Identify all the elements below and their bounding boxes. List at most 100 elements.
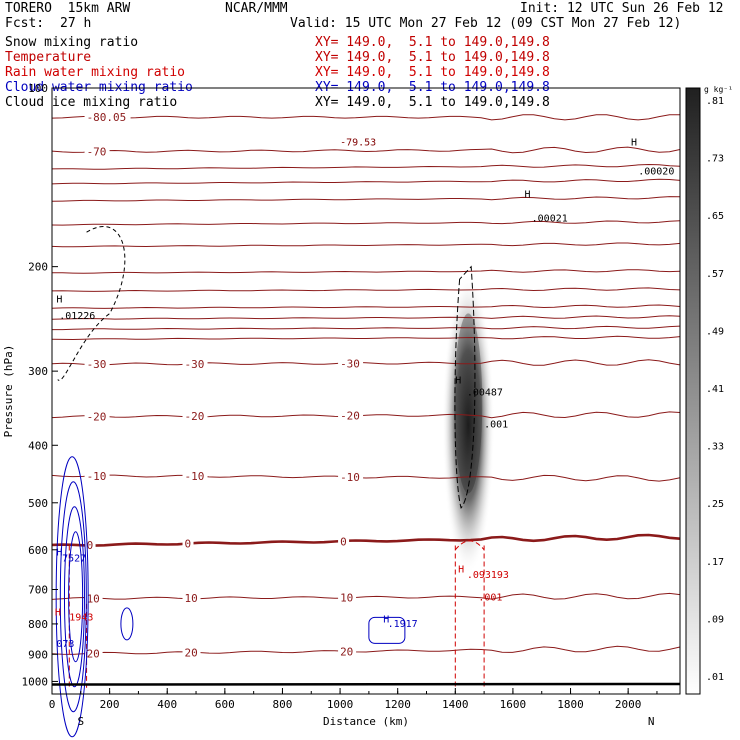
temperature-contour <box>51 315 681 320</box>
temperature-label-bg <box>84 647 103 660</box>
temperature-label: 10 <box>185 592 198 605</box>
colorbar-tick-label: .09 <box>706 614 724 625</box>
cloud-water-contour <box>59 481 87 713</box>
field-label-rain: Rain water mixing ratio <box>5 65 186 80</box>
x-end-label-south: S <box>77 715 84 728</box>
contour-annotation: H <box>458 564 464 575</box>
contour-annotations: H.01226H.00487.001H.00021H.00020-79.53H7… <box>55 138 674 651</box>
x-axis-label: Distance (km) <box>323 715 409 728</box>
y-tick-label: 400 <box>28 439 48 452</box>
temperature-label-bg <box>182 410 208 423</box>
snow-shading-core <box>442 275 495 576</box>
contour-annotation: 073 <box>56 639 74 650</box>
y-tick-label: 800 <box>28 618 48 631</box>
temperature-contour <box>51 114 680 121</box>
temperature-contour <box>51 220 681 226</box>
temperature-contour <box>51 592 681 600</box>
cloud-water-contour <box>63 506 85 688</box>
cloud-ice-contour <box>57 226 126 381</box>
contour-annotation: H <box>55 608 61 619</box>
temperature-contours: 20 20 20 10 10 10 0 0 0 -10 -10 -10 -20 -20 -20 -30 -30 -… <box>51 111 681 660</box>
y-tick-label: 600 <box>28 544 48 557</box>
temperature-label: -30 <box>340 357 360 370</box>
temperature-label-bg <box>338 357 364 370</box>
temperature-label-bg <box>338 470 364 483</box>
x-tick-label: 400 <box>157 698 177 711</box>
temperature-contour <box>51 359 681 366</box>
contour-annotation: -79.53 <box>340 138 376 149</box>
temperature-label: -30 <box>185 358 205 371</box>
contour-annotation: .1917 <box>388 619 418 630</box>
temperature-label-bg <box>338 409 364 422</box>
temperature-contour <box>51 335 681 341</box>
cloud-water-contour <box>120 607 134 641</box>
colorbar-tick-label: .49 <box>706 326 724 337</box>
temperature-label: -70 <box>87 146 107 159</box>
temperature-contour <box>51 287 681 292</box>
terrain-line <box>51 682 681 686</box>
temperature-label: 0 <box>340 535 347 548</box>
contour-annotation: H <box>56 547 62 558</box>
temperature-contour <box>51 411 681 419</box>
temperature-label: -10 <box>87 470 107 483</box>
init-time: Init: 12 UTC Sun 26 Feb 12 <box>520 1 724 16</box>
temperature-label: 0 <box>87 539 94 552</box>
field-xy-cloud-ice: XY= 149.0, 5.1 to 149.0,149.8 <box>315 95 550 110</box>
temperature-label-bg <box>84 410 110 423</box>
cloud-water-contour <box>368 616 406 644</box>
forecast-label: Fcst: <box>5 16 45 31</box>
temperature-label: -20 <box>340 410 360 423</box>
temperature-label-bg <box>338 591 357 604</box>
colorbar-tick-label: .73 <box>706 154 724 165</box>
x-tick-label: 200 <box>100 698 120 711</box>
temperature-contour <box>51 146 681 154</box>
y-axis-label: Pressure (hPa) <box>2 345 15 438</box>
model-title: TORERO 15km ARW <box>5 1 131 16</box>
temperature-label: -10 <box>340 471 360 484</box>
colorbar-tick-label: .81 <box>706 96 724 107</box>
temperature-label-bg <box>182 357 208 370</box>
temperature-contour <box>51 269 681 274</box>
colorbar: .01 .09 .17 .25 .33 .41 .49 .57 .65 .73 .81 g kg⁻¹ <box>685 85 733 695</box>
temperature-contour <box>51 196 681 202</box>
field-xy-snow: XY= 149.0, 5.1 to 149.0,149.8 <box>315 35 550 50</box>
colorbar-tick-label: .57 <box>706 269 724 280</box>
y-tick-label: 300 <box>28 365 48 378</box>
temperature-label-bg <box>84 145 110 158</box>
temperature-label-bg <box>182 470 208 483</box>
temperature-label: 10 <box>87 592 100 605</box>
plot-axes: 0 200 400 600 800 1000 1200 1400 1600 1800 2000100… <box>2 82 681 728</box>
x-tick-label: 1200 <box>384 698 411 711</box>
temperature-label-bg <box>84 469 110 482</box>
field-xy-temperature: XY= 149.0, 5.1 to 149.0,149.8 <box>315 50 550 65</box>
cloud-water-contour <box>68 531 84 663</box>
temperature-label-bg <box>84 111 131 124</box>
temperature-label: 20 <box>340 645 353 658</box>
temperature-label-bg <box>182 592 201 605</box>
valid-time: Valid: 15 UTC Mon 27 Feb 12 (09 CST Mon … <box>290 16 682 31</box>
colorbar-tick-label: .01 <box>706 672 724 683</box>
temperature-contour <box>51 304 681 309</box>
field-label-cloud-ice: Cloud ice mixing ratio <box>5 95 178 110</box>
y-tick-label: 100 <box>28 82 48 95</box>
snow-contour-outline <box>454 265 476 509</box>
temperature-label: -10 <box>185 470 205 483</box>
colorbar-tick-label: .25 <box>706 499 724 510</box>
plot-frame <box>51 87 681 695</box>
temperature-label-bg <box>84 538 96 551</box>
x-tick-label: 800 <box>273 698 293 711</box>
temperature-contour <box>51 242 681 248</box>
contour-annotation: .01226 <box>59 311 95 322</box>
x-end-label-north: N <box>648 715 655 728</box>
contour-annotation: H <box>56 295 62 306</box>
contour-annotation: 1943 <box>69 613 93 624</box>
x-tick-label: 1600 <box>500 698 527 711</box>
y-tick-label: 700 <box>28 584 48 597</box>
contour-annotation: H <box>631 138 637 149</box>
contour-annotation: .00020 <box>638 167 674 178</box>
temperature-label-bg <box>338 645 357 658</box>
y-tick-label: 1000 <box>22 675 49 688</box>
organization-label: NCAR/MMM <box>225 1 288 16</box>
